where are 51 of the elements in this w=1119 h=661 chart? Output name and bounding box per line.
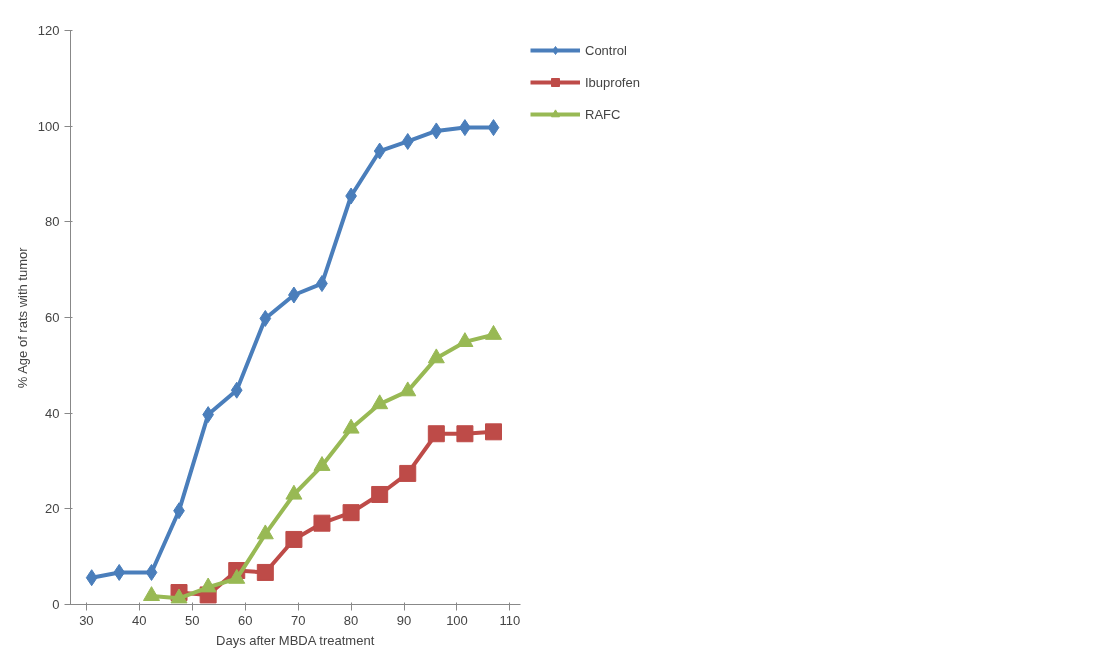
- point: [456, 425, 474, 443]
- x-tick-label: 30: [79, 612, 94, 628]
- x-tick-label: 50: [185, 612, 200, 628]
- point: [256, 524, 274, 540]
- y-tick-label: 80: [45, 214, 60, 230]
- point: [485, 423, 502, 441]
- point: [427, 348, 445, 364]
- y-tick-label: 20: [45, 501, 60, 517]
- legend-label: RAFC: [585, 106, 621, 122]
- point: [430, 122, 443, 140]
- point: [342, 504, 360, 522]
- y-tick-label: 0: [52, 597, 60, 612]
- point: [230, 381, 243, 399]
- y-tick-label: 100: [37, 118, 60, 134]
- x-tick-label: 100: [446, 612, 468, 628]
- point: [401, 132, 414, 150]
- x-tick-label: 60: [237, 612, 253, 628]
- point: [342, 418, 360, 434]
- legend-label: Ibuprofen: [585, 74, 640, 90]
- x-tick-label: 90: [396, 612, 412, 628]
- point: [487, 119, 500, 137]
- x-tick-label: 110: [499, 612, 521, 628]
- x-tick-label: 80: [343, 612, 359, 628]
- point: [399, 381, 417, 397]
- y-tick-label: 120: [37, 23, 60, 38]
- point: [85, 569, 98, 587]
- point: [143, 586, 160, 602]
- point: [427, 425, 445, 443]
- x-axis-title: Days after MBDA treatment: [216, 632, 375, 648]
- point: [113, 563, 126, 581]
- point: [313, 514, 331, 532]
- point: [371, 394, 389, 410]
- x-tick-label: 70: [290, 612, 306, 628]
- point: [145, 563, 158, 581]
- point: [199, 577, 217, 593]
- point: [170, 588, 188, 604]
- y-axis-title: % Age of rats with tumor: [14, 246, 30, 389]
- point: [371, 485, 389, 503]
- point: [399, 464, 417, 482]
- point: [285, 530, 303, 548]
- x-tick-label: 40: [132, 612, 147, 628]
- point: [285, 484, 303, 500]
- point: [456, 332, 474, 348]
- point: [228, 568, 246, 584]
- point: [313, 456, 331, 471]
- point: [259, 309, 272, 327]
- y-tick-label: 60: [45, 310, 60, 325]
- point: [373, 142, 386, 160]
- point: [256, 563, 274, 581]
- legend-label: Control: [585, 42, 627, 58]
- y-tick-label: 40: [45, 405, 60, 421]
